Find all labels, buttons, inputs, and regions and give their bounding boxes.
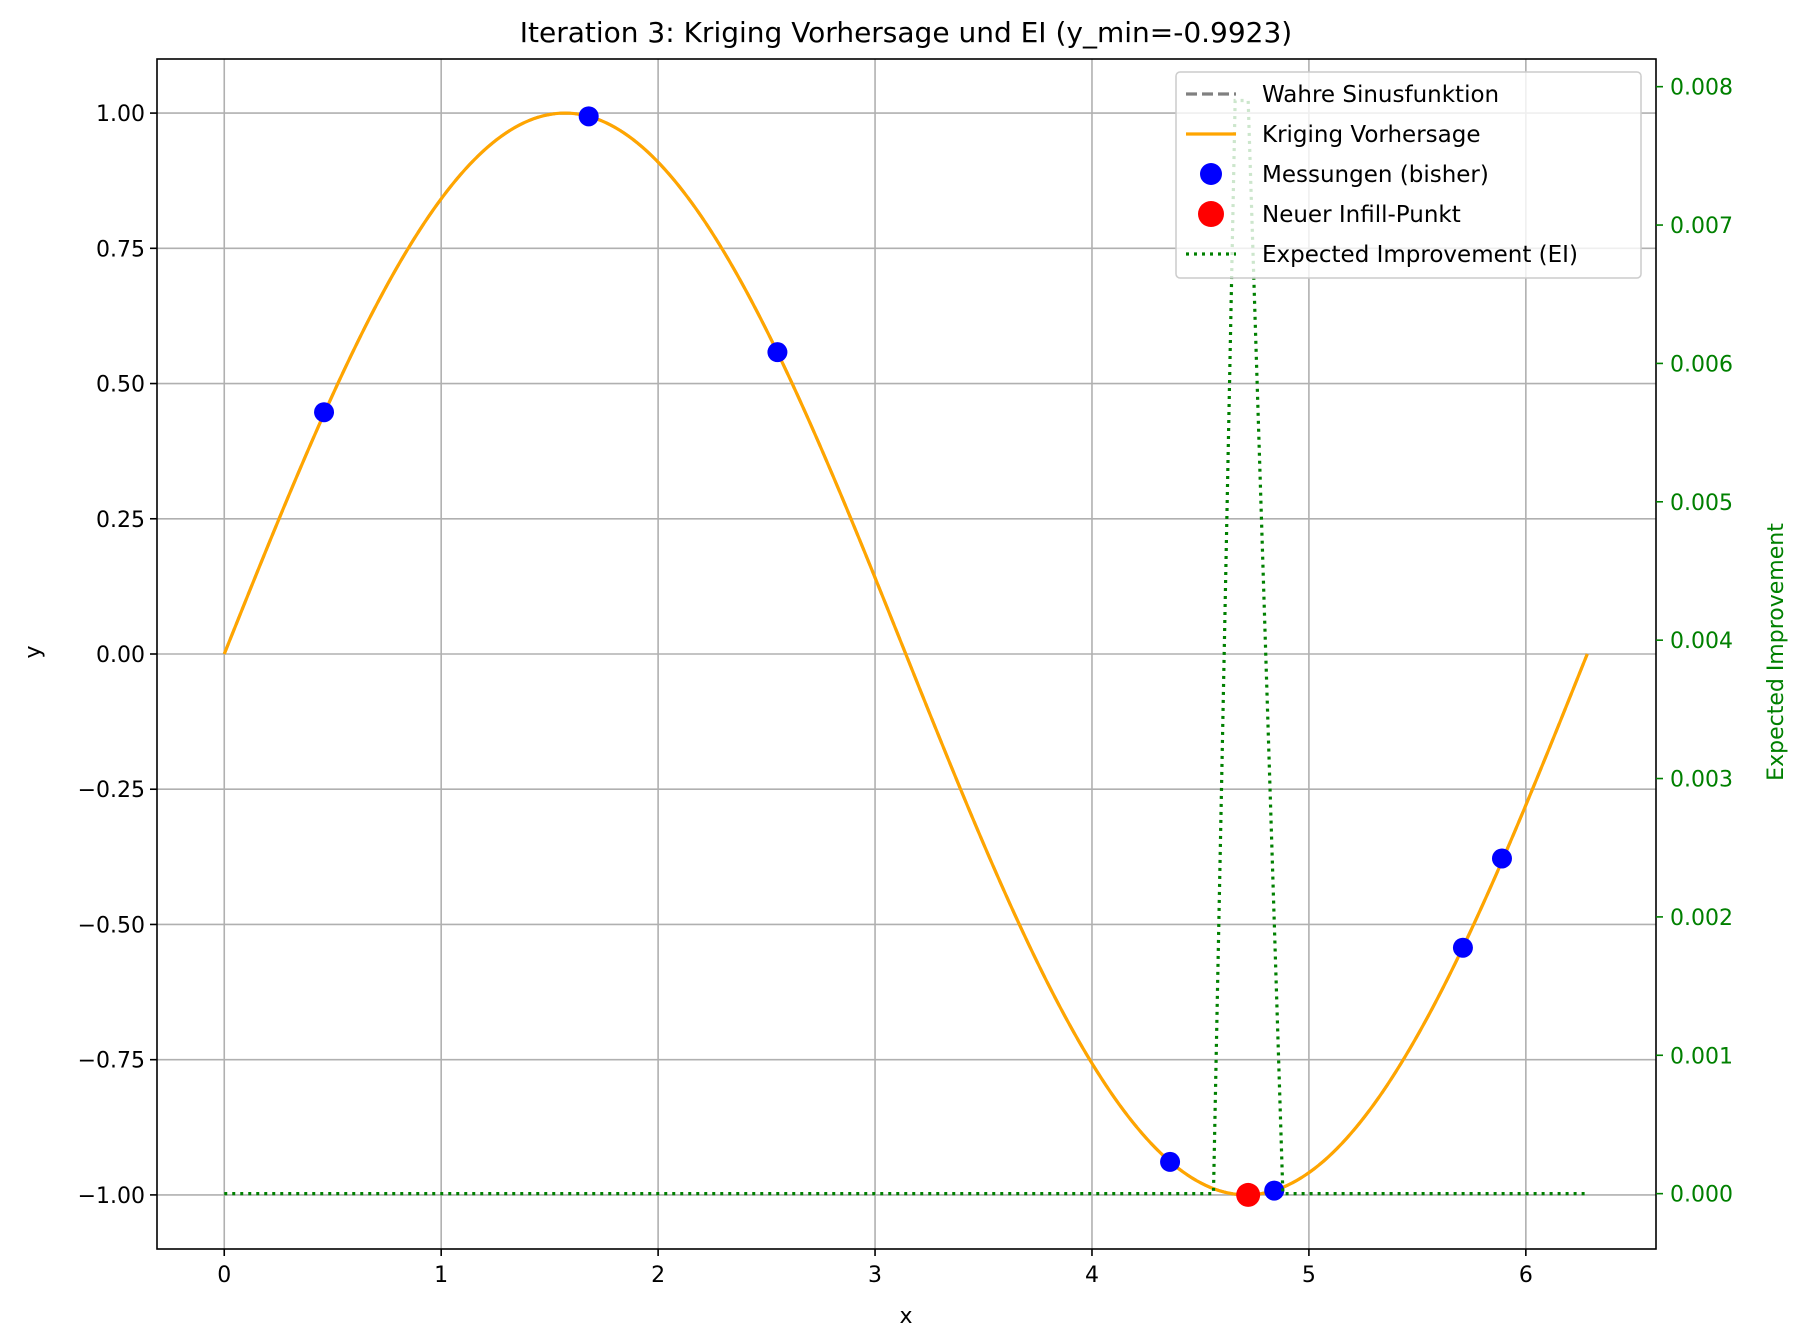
y2-tick-label: 0.006: [1670, 352, 1733, 377]
y-tick-label: −1.00: [78, 1184, 145, 1209]
y-tick-label: −0.25: [78, 778, 145, 803]
data-point-neuer-infill-punkt: [1236, 1182, 1261, 1207]
y2-tick-label: 0.003: [1670, 768, 1733, 793]
x-axis-label: x: [899, 1304, 912, 1329]
data-point-messungen-bisher: [578, 106, 599, 127]
data-point-messungen-bisher: [1491, 848, 1512, 869]
y-tick-label: 0.00: [96, 643, 145, 668]
series-line-kriging-vorhersage: [222, 111, 1589, 1197]
legend: Wahre Sinusfunktion Kriging Vorhersage Mes…: [1175, 71, 1642, 279]
y2-tick-label: 0.004: [1670, 629, 1733, 654]
legend-label-neuer-infill-punkt: Neuer Infill-Punkt: [1262, 202, 1461, 228]
legend-label-messungen-bisher: Messungen (bisher): [1262, 162, 1489, 188]
x-tick-label: 4: [1085, 1263, 1099, 1288]
y2-tick-label: 0.002: [1670, 906, 1733, 931]
y-tick-label: 1.00: [96, 102, 145, 127]
x-tick-label: 5: [1302, 1263, 1316, 1288]
data-point-messungen-bisher: [1452, 937, 1473, 958]
x-tick-label: 0: [217, 1263, 231, 1288]
y2-axis-label: Expected Improvement: [1764, 523, 1789, 781]
legend-marker-neuer-infill-punkt: [1198, 201, 1224, 227]
y-tick-label: 0.75: [96, 237, 145, 262]
legend-label-wahre-sinusfunktion: Wahre Sinusfunktion: [1262, 82, 1499, 108]
legend-label-kriging-vorhersage: Kriging Vorhersage: [1262, 122, 1481, 148]
y2-tick-label: 0.007: [1670, 214, 1733, 239]
y-tick-label: −0.50: [78, 913, 145, 938]
y2-tick-label: 0.000: [1670, 1183, 1733, 1208]
x-tick-label: 1: [434, 1263, 448, 1288]
x-tick-label: 6: [1519, 1263, 1533, 1288]
legend-label-expected-improvement-ei: Expected Improvement (EI): [1262, 242, 1578, 268]
y2-tick-label: 0.005: [1670, 491, 1733, 516]
data-point-messungen-bisher: [1264, 1180, 1285, 1201]
ticks: 0 1 2 3 4 5 6 1.00 0.75 0.50 0.25 0.00 −0.25 −0.50 −0.…: [78, 76, 1733, 1288]
data-point-messungen-bisher: [314, 402, 335, 423]
data-point-messungen-bisher: [767, 342, 788, 363]
y2-tick-label: 0.001: [1670, 1044, 1733, 1069]
chart-title: Iteration 3: Kriging Vorhersage und EI (…: [520, 16, 1292, 49]
data-point-messungen-bisher: [1160, 1151, 1181, 1172]
y-tick-label: 0.50: [96, 373, 145, 398]
legend-box: [1175, 71, 1642, 279]
y-tick-label: −0.75: [78, 1049, 145, 1074]
y-tick-label: 0.25: [96, 508, 145, 533]
x-tick-label: 3: [868, 1263, 882, 1288]
legend-marker-messungen-bisher: [1200, 163, 1222, 185]
x-tick-label: 2: [651, 1263, 665, 1288]
y-axis-label: y: [21, 645, 46, 658]
y2-tick-label: 0.008: [1670, 76, 1733, 101]
